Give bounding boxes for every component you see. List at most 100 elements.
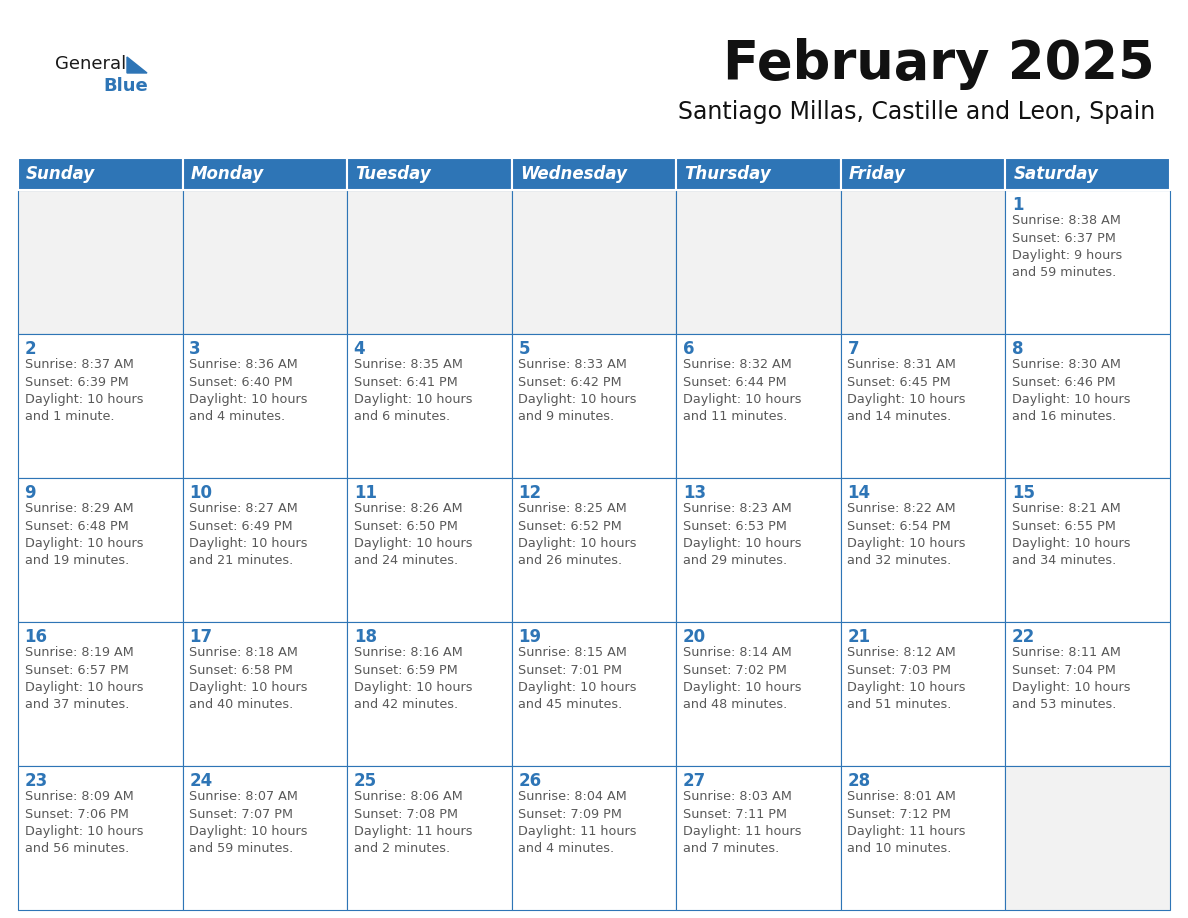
Bar	[18, 766, 183, 910]
Bar	[1005, 158, 1170, 190]
Bar	[18, 190, 183, 334]
Text: Sunrise: 8:09 AM
Sunset: 7:06 PM
Daylight: 10 hours
and 56 minutes.: Sunrise: 8:09 AM Sunset: 7:06 PM Dayligh…	[25, 790, 143, 856]
Text: Sunrise: 8:15 AM
Sunset: 7:01 PM
Daylight: 10 hours
and 45 minutes.: Sunrise: 8:15 AM Sunset: 7:01 PM Dayligh…	[518, 646, 637, 711]
Text: 13: 13	[683, 484, 706, 502]
Text: Sunrise: 8:35 AM
Sunset: 6:41 PM
Daylight: 10 hours
and 6 minutes.: Sunrise: 8:35 AM Sunset: 6:41 PM Dayligh…	[354, 358, 472, 423]
Bar	[347, 622, 512, 766]
Text: Sunrise: 8:14 AM
Sunset: 7:02 PM
Daylight: 10 hours
and 48 minutes.: Sunrise: 8:14 AM Sunset: 7:02 PM Dayligh…	[683, 646, 802, 711]
Bar	[512, 622, 676, 766]
Text: Saturday: Saturday	[1013, 165, 1099, 183]
Bar	[18, 334, 183, 478]
Text: General: General	[55, 55, 126, 73]
Text: 15: 15	[1012, 484, 1035, 502]
Text: 11: 11	[354, 484, 377, 502]
Bar	[183, 190, 347, 334]
Text: Sunrise: 8:31 AM
Sunset: 6:45 PM
Daylight: 10 hours
and 14 minutes.: Sunrise: 8:31 AM Sunset: 6:45 PM Dayligh…	[847, 358, 966, 423]
Text: 6: 6	[683, 340, 694, 358]
Text: Sunrise: 8:25 AM
Sunset: 6:52 PM
Daylight: 10 hours
and 26 minutes.: Sunrise: 8:25 AM Sunset: 6:52 PM Dayligh…	[518, 502, 637, 567]
Bar	[676, 334, 841, 478]
Text: 5: 5	[518, 340, 530, 358]
Text: 27: 27	[683, 772, 706, 790]
Text: February 2025: February 2025	[723, 38, 1155, 90]
Bar	[18, 622, 183, 766]
Bar	[841, 622, 1005, 766]
Text: Sunrise: 8:07 AM
Sunset: 7:07 PM
Daylight: 10 hours
and 59 minutes.: Sunrise: 8:07 AM Sunset: 7:07 PM Dayligh…	[189, 790, 308, 856]
Text: Sunrise: 8:26 AM
Sunset: 6:50 PM
Daylight: 10 hours
and 24 minutes.: Sunrise: 8:26 AM Sunset: 6:50 PM Dayligh…	[354, 502, 472, 567]
Bar	[512, 766, 676, 910]
Bar	[512, 190, 676, 334]
Bar	[512, 334, 676, 478]
Bar	[1005, 334, 1170, 478]
Text: Sunrise: 8:21 AM
Sunset: 6:55 PM
Daylight: 10 hours
and 34 minutes.: Sunrise: 8:21 AM Sunset: 6:55 PM Dayligh…	[1012, 502, 1131, 567]
Bar	[841, 766, 1005, 910]
Text: Sunrise: 8:38 AM
Sunset: 6:37 PM
Daylight: 9 hours
and 59 minutes.: Sunrise: 8:38 AM Sunset: 6:37 PM Dayligh…	[1012, 214, 1123, 279]
Bar	[676, 766, 841, 910]
Text: 25: 25	[354, 772, 377, 790]
Text: 26: 26	[518, 772, 542, 790]
Bar	[841, 158, 1005, 190]
Text: 7: 7	[847, 340, 859, 358]
Text: Sunrise: 8:12 AM
Sunset: 7:03 PM
Daylight: 10 hours
and 51 minutes.: Sunrise: 8:12 AM Sunset: 7:03 PM Dayligh…	[847, 646, 966, 711]
Text: 19: 19	[518, 628, 542, 646]
Text: Santiago Millas, Castille and Leon, Spain: Santiago Millas, Castille and Leon, Spai…	[677, 100, 1155, 124]
Text: 9: 9	[25, 484, 36, 502]
Bar	[347, 190, 512, 334]
Bar	[183, 622, 347, 766]
Text: 23: 23	[25, 772, 48, 790]
Text: Sunrise: 8:06 AM
Sunset: 7:08 PM
Daylight: 11 hours
and 2 minutes.: Sunrise: 8:06 AM Sunset: 7:08 PM Dayligh…	[354, 790, 472, 856]
Text: 20: 20	[683, 628, 706, 646]
Bar	[676, 478, 841, 622]
Text: Sunrise: 8:32 AM
Sunset: 6:44 PM
Daylight: 10 hours
and 11 minutes.: Sunrise: 8:32 AM Sunset: 6:44 PM Dayligh…	[683, 358, 802, 423]
Text: Sunrise: 8:27 AM
Sunset: 6:49 PM
Daylight: 10 hours
and 21 minutes.: Sunrise: 8:27 AM Sunset: 6:49 PM Dayligh…	[189, 502, 308, 567]
Text: Sunrise: 8:04 AM
Sunset: 7:09 PM
Daylight: 11 hours
and 4 minutes.: Sunrise: 8:04 AM Sunset: 7:09 PM Dayligh…	[518, 790, 637, 856]
Text: 12: 12	[518, 484, 542, 502]
Text: Sunrise: 8:29 AM
Sunset: 6:48 PM
Daylight: 10 hours
and 19 minutes.: Sunrise: 8:29 AM Sunset: 6:48 PM Dayligh…	[25, 502, 143, 567]
Text: 1: 1	[1012, 196, 1024, 214]
Text: Sunrise: 8:23 AM
Sunset: 6:53 PM
Daylight: 10 hours
and 29 minutes.: Sunrise: 8:23 AM Sunset: 6:53 PM Dayligh…	[683, 502, 802, 567]
Text: Sunrise: 8:37 AM
Sunset: 6:39 PM
Daylight: 10 hours
and 1 minute.: Sunrise: 8:37 AM Sunset: 6:39 PM Dayligh…	[25, 358, 143, 423]
Text: Sunrise: 8:33 AM
Sunset: 6:42 PM
Daylight: 10 hours
and 9 minutes.: Sunrise: 8:33 AM Sunset: 6:42 PM Dayligh…	[518, 358, 637, 423]
Text: Sunrise: 8:03 AM
Sunset: 7:11 PM
Daylight: 11 hours
and 7 minutes.: Sunrise: 8:03 AM Sunset: 7:11 PM Dayligh…	[683, 790, 802, 856]
Bar	[841, 190, 1005, 334]
Bar	[512, 478, 676, 622]
Bar	[1005, 478, 1170, 622]
Text: Sunrise: 8:30 AM
Sunset: 6:46 PM
Daylight: 10 hours
and 16 minutes.: Sunrise: 8:30 AM Sunset: 6:46 PM Dayligh…	[1012, 358, 1131, 423]
Bar	[18, 158, 183, 190]
Text: 16: 16	[25, 628, 48, 646]
Bar	[1005, 190, 1170, 334]
Bar	[183, 334, 347, 478]
Bar	[347, 478, 512, 622]
Bar	[347, 158, 512, 190]
Bar	[347, 334, 512, 478]
Polygon shape	[127, 57, 147, 73]
Bar	[1005, 766, 1170, 910]
Text: 28: 28	[847, 772, 871, 790]
Text: 3: 3	[189, 340, 201, 358]
Text: Sunrise: 8:18 AM
Sunset: 6:58 PM
Daylight: 10 hours
and 40 minutes.: Sunrise: 8:18 AM Sunset: 6:58 PM Dayligh…	[189, 646, 308, 711]
Bar	[183, 158, 347, 190]
Text: 17: 17	[189, 628, 213, 646]
Bar	[841, 334, 1005, 478]
Text: Tuesday: Tuesday	[355, 165, 431, 183]
Text: Friday: Friday	[849, 165, 906, 183]
Bar	[347, 766, 512, 910]
Text: Sunrise: 8:11 AM
Sunset: 7:04 PM
Daylight: 10 hours
and 53 minutes.: Sunrise: 8:11 AM Sunset: 7:04 PM Dayligh…	[1012, 646, 1131, 711]
Bar	[1005, 622, 1170, 766]
Bar	[841, 478, 1005, 622]
Bar	[676, 190, 841, 334]
Text: 4: 4	[354, 340, 366, 358]
Bar	[183, 478, 347, 622]
Text: Monday: Monday	[191, 165, 264, 183]
Text: Sunrise: 8:16 AM
Sunset: 6:59 PM
Daylight: 10 hours
and 42 minutes.: Sunrise: 8:16 AM Sunset: 6:59 PM Dayligh…	[354, 646, 472, 711]
Text: 10: 10	[189, 484, 213, 502]
Bar	[183, 766, 347, 910]
Text: 18: 18	[354, 628, 377, 646]
Text: Sunrise: 8:01 AM
Sunset: 7:12 PM
Daylight: 11 hours
and 10 minutes.: Sunrise: 8:01 AM Sunset: 7:12 PM Dayligh…	[847, 790, 966, 856]
Text: 8: 8	[1012, 340, 1024, 358]
Text: 24: 24	[189, 772, 213, 790]
Text: Sunday: Sunday	[26, 165, 95, 183]
Text: 21: 21	[847, 628, 871, 646]
Text: 2: 2	[25, 340, 36, 358]
Text: Thursday: Thursday	[684, 165, 771, 183]
Text: 22: 22	[1012, 628, 1035, 646]
